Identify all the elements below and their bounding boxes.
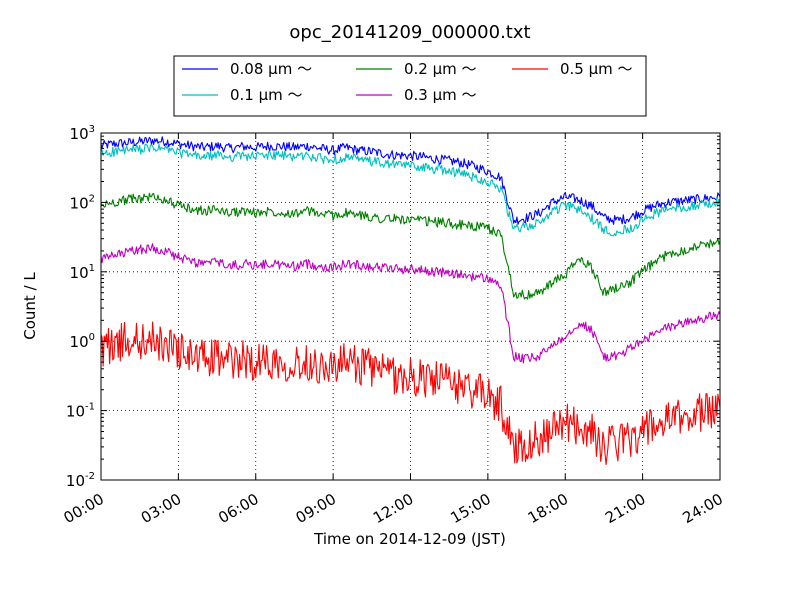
legend-label: 0.2 μm ～ [404,60,477,78]
x-tick-label: 21:00 [602,490,648,527]
y-axis-label: Count / L [21,272,39,340]
x-tick-label: 06:00 [215,490,261,527]
x-tick-label: 12:00 [370,490,416,527]
y-tick-label: 101 [70,263,95,282]
series-line [100,192,721,300]
legend-box [173,55,647,117]
x-tick-label: 24:00 [680,490,726,527]
x-tick-label: 18:00 [525,490,571,527]
legend-label: 0.08 μm ～ [230,60,312,78]
y-tick-label: 102 [70,193,95,212]
legend-label: 0.5 μm ～ [560,60,633,78]
y-tick-label: 10-1 [66,402,95,421]
series-line [100,136,721,225]
x-tick-label: 09:00 [293,490,339,527]
series-line [100,243,721,364]
x-tick-label: 15:00 [447,490,493,527]
legend-label: 0.3 μm ～ [404,86,477,104]
x-axis-label: Time on 2014-12-09 (JST) [313,530,506,548]
y-axis: 10-2 10-1 100 101 102 103 [66,124,720,490]
x-tick-label: 00:00 [61,490,107,527]
series-line [100,321,721,465]
y-tick-label: 103 [70,124,95,143]
series-line [100,143,721,237]
y-tick-label: 100 [70,332,95,351]
legend-label: 0.1 μm ～ [230,86,303,104]
chart-title: opc_20141209_000000.txt [289,22,530,43]
series-layer [100,136,721,465]
legend: 0.08 μm ～ 0.1 μm ～ 0.2 μm ～ 0.3 μm ～ 0.5 μm … [173,55,647,117]
x-tick-label: 03:00 [138,490,184,527]
y-tick-label: 10-2 [66,471,95,490]
